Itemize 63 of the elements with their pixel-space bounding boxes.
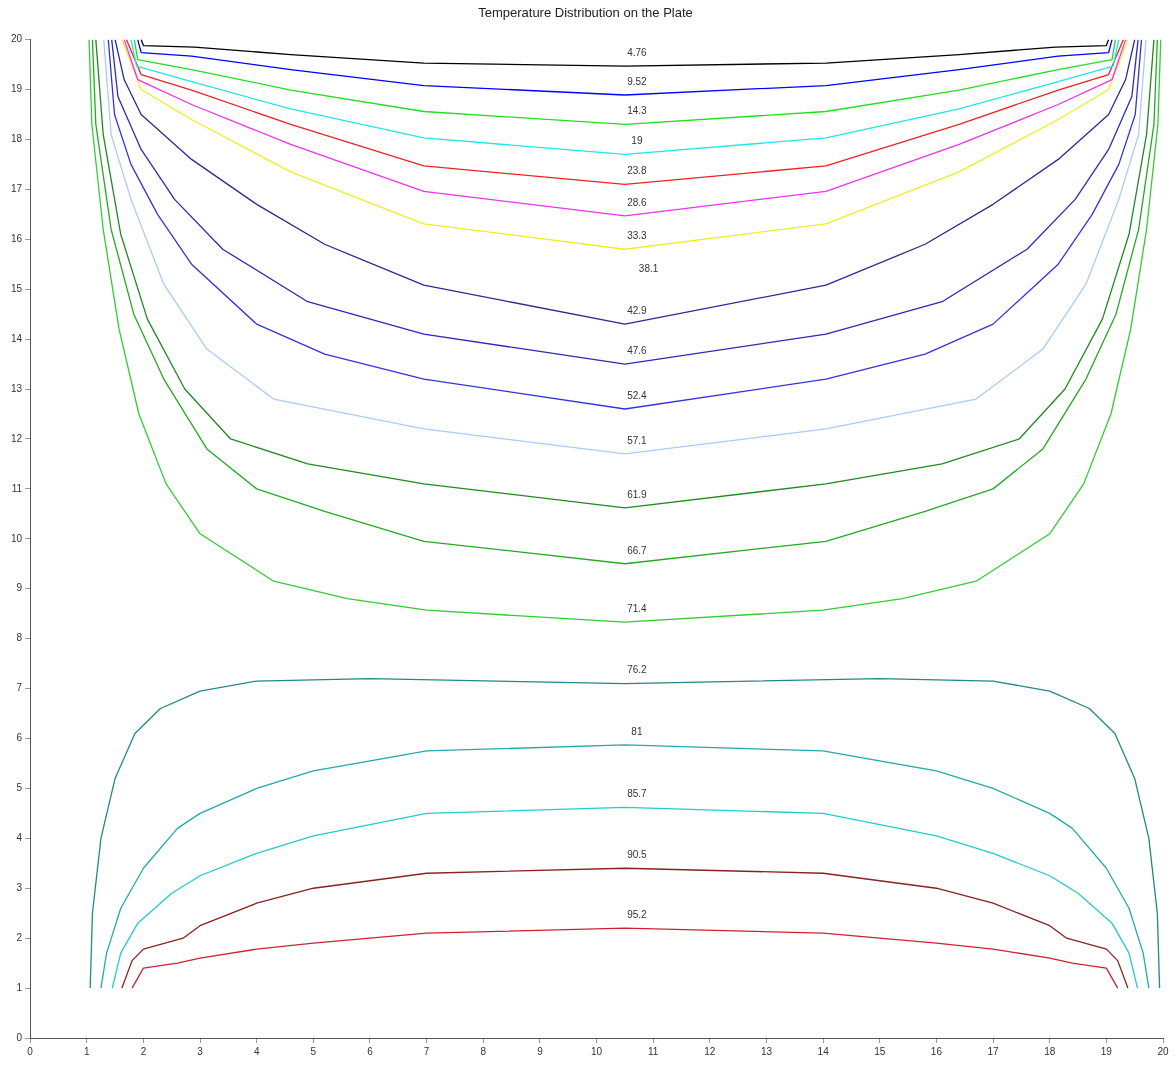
y-tick-label: 13	[11, 382, 23, 394]
series-label: 14.3	[627, 105, 648, 117]
series-label: 28.6	[627, 196, 648, 208]
x-tick-label: 18	[1044, 1045, 1056, 1057]
y-tick-label: 8	[16, 632, 23, 644]
series-label: 4.76	[627, 46, 648, 58]
series-label: 33.3	[627, 230, 648, 242]
y-tick-label: 17	[11, 183, 23, 195]
x-tick-label: 19	[1100, 1045, 1113, 1057]
series-label: 76.2	[627, 664, 648, 676]
y-tick-label: 1	[16, 981, 23, 993]
series-label: 95.2	[627, 908, 648, 920]
y-tick-label: 0	[16, 1031, 23, 1043]
series-label: 23.8	[627, 165, 648, 177]
x-tick-label: 11	[648, 1045, 659, 1057]
x-tick-label: 1	[83, 1045, 90, 1057]
y-tick-label: 5	[16, 782, 23, 794]
series-label: 52.4	[627, 389, 648, 401]
x-tick-label: 7	[423, 1045, 430, 1057]
x-tick-label: 17	[987, 1045, 1000, 1057]
series-label: 66.7	[627, 544, 648, 556]
x-tick-label: 9	[537, 1045, 544, 1057]
y-tick-label: 10	[11, 532, 23, 544]
y-tick-label: 3	[16, 881, 23, 893]
x-tick-label: 5	[310, 1045, 317, 1057]
series-label: 85.7	[627, 788, 648, 800]
y-tick-label: 6	[16, 732, 23, 744]
y-tick-label: 16	[11, 233, 23, 245]
series-label: 61.9	[627, 488, 648, 500]
series-label: 57.1	[627, 434, 648, 446]
x-tick-label: 8	[480, 1045, 487, 1057]
y-tick-label: 9	[16, 582, 23, 594]
x-tick-label: 20	[1157, 1045, 1169, 1057]
series-label: 9.52	[627, 75, 648, 87]
series-label: 19	[631, 135, 643, 147]
y-tick-label: 4	[16, 832, 23, 844]
series-label: 47.6	[627, 344, 648, 356]
x-tick-label: 3	[197, 1045, 204, 1057]
x-tick-label: 14	[817, 1045, 830, 1057]
y-tick-label: 20	[11, 33, 23, 45]
chart-title: Temperature Distribution on the Plate	[478, 5, 693, 21]
x-tick-label: 4	[253, 1045, 260, 1057]
series-label: 42.9	[627, 304, 648, 316]
x-tick-label: 12	[704, 1045, 716, 1057]
y-tick-label: 15	[11, 282, 23, 294]
y-tick-label: 14	[11, 332, 23, 344]
annotation: 38.1	[638, 262, 659, 274]
y-tick-label: 7	[16, 682, 23, 694]
y-tick-label: 11	[11, 482, 23, 494]
x-tick-label: 13	[760, 1045, 773, 1057]
x-tick-label: 10	[591, 1045, 603, 1057]
series-label: 90.5	[627, 849, 648, 861]
y-tick-label: 18	[11, 133, 23, 145]
series-label: 71.4	[627, 602, 648, 614]
series-label: 81	[631, 725, 643, 737]
x-tick-label: 0	[27, 1045, 34, 1057]
y-tick-label: 19	[11, 83, 23, 95]
y-tick-label: 12	[11, 432, 23, 444]
x-tick-label: 16	[930, 1045, 943, 1057]
x-tick-label: 15	[874, 1045, 886, 1057]
y-tick-label: 2	[16, 931, 23, 943]
x-tick-label: 6	[367, 1045, 374, 1057]
x-tick-label: 2	[140, 1045, 147, 1057]
